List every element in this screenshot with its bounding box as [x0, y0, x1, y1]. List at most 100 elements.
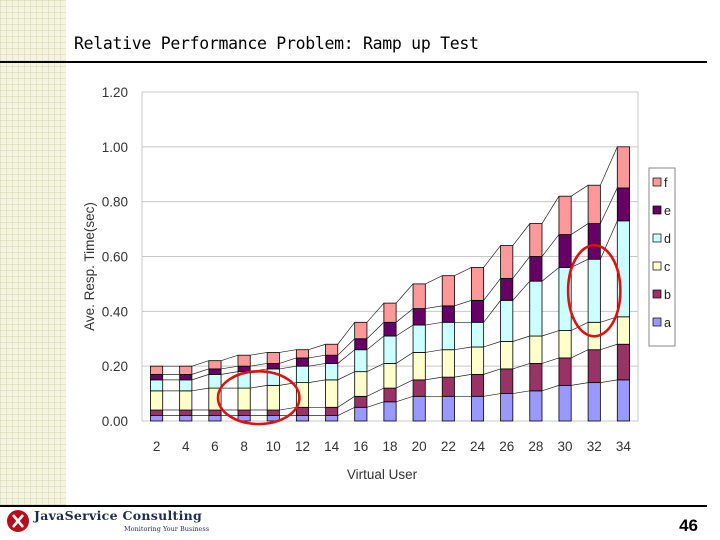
x-tick-label: 8	[240, 439, 248, 454]
series-connector-line	[250, 385, 268, 389]
x-tick-label: 34	[616, 439, 632, 454]
bar-segment-c	[412, 352, 426, 381]
series-connector-line	[425, 321, 443, 326]
bar-segment-a	[587, 382, 601, 422]
bar-segment-b	[208, 409, 222, 416]
bar-segment-f	[558, 195, 572, 235]
bar-segment-b	[354, 395, 368, 408]
legend-swatch-f	[652, 177, 662, 187]
legend-label-c: c	[664, 260, 670, 274]
bar-segment-e	[179, 373, 193, 381]
series-connector-line	[308, 343, 326, 351]
series-connector-line	[337, 338, 355, 356]
bar-segment-e	[266, 363, 280, 370]
series-connector-line	[425, 349, 443, 353]
bar-segment-a	[354, 406, 368, 422]
series-connector-line	[425, 275, 443, 285]
bar-segment-e	[500, 278, 514, 301]
series-connector-line	[483, 300, 501, 323]
bar-segment-f	[325, 343, 339, 356]
bar-segment-d	[441, 321, 455, 351]
series-connector-line	[279, 406, 297, 411]
series-connector-line	[600, 187, 618, 224]
logo-mark-icon	[7, 510, 29, 532]
bar-segment-d	[354, 349, 368, 373]
series-connector-line	[512, 256, 531, 279]
bar-segment-b	[587, 349, 601, 384]
series-connector-line	[600, 146, 618, 186]
bar-segment-b	[529, 363, 543, 392]
x-tick-label: 4	[182, 439, 190, 454]
highlight-ellipse	[566, 243, 622, 338]
series-connector-line	[425, 376, 443, 381]
bar-segment-f	[179, 365, 193, 375]
bar-segment-c	[529, 335, 543, 364]
bar-segment-a	[179, 415, 193, 422]
bar-segment-b	[295, 406, 309, 416]
series-connector-line	[337, 371, 355, 381]
bar-segment-d	[179, 379, 193, 392]
bar-segment-c	[354, 371, 368, 397]
legend-label-f: f	[664, 176, 668, 190]
x-tick-label: 28	[528, 439, 543, 454]
series-connector-line	[308, 363, 326, 367]
series-connector-line	[541, 385, 560, 392]
bar-segment-b	[500, 368, 514, 394]
bar-segment-d	[383, 335, 397, 364]
bar-segment-e	[150, 373, 164, 381]
page-number: 46	[679, 516, 698, 535]
series-connector-line	[395, 324, 414, 337]
bar-segment-d	[208, 373, 222, 389]
bar-segment-d	[587, 258, 601, 323]
bar-segment-b	[266, 409, 280, 416]
series-connector-line	[308, 379, 326, 383]
legend-swatch-e	[652, 205, 662, 215]
series-connector-line	[191, 360, 209, 367]
highlight-ellipse	[216, 370, 301, 426]
series-connector-line	[454, 267, 472, 277]
x-tick-label: 2	[153, 439, 161, 454]
series-connector-line	[366, 322, 385, 340]
bar-segment-c	[500, 341, 514, 370]
series-connector-line	[395, 308, 414, 323]
series-connector-line	[337, 406, 355, 416]
legend-label-a: a	[664, 316, 671, 330]
bar-segment-e	[208, 368, 222, 375]
y-tick-label: 0.20	[102, 359, 128, 374]
bar-segment-f	[383, 302, 397, 323]
series-connector-line	[220, 354, 239, 362]
bar-segment-e	[237, 365, 251, 373]
bar-segment-b	[179, 409, 193, 416]
bar-segment-b	[441, 376, 455, 397]
x-tick-label: 10	[266, 439, 281, 454]
bar-segment-d	[325, 363, 339, 381]
bar-segment-a	[529, 390, 543, 422]
bar-segment-d	[500, 299, 514, 342]
bar-segment-c	[179, 390, 193, 411]
series-connector-line	[600, 379, 618, 383]
x-tick-label: 22	[441, 439, 456, 454]
bar-segment-b	[383, 387, 397, 403]
bar-segment-a	[295, 415, 309, 422]
x-tick-label: 16	[353, 439, 368, 454]
x-tick-label: 20	[412, 439, 427, 454]
series-connector-line	[541, 267, 560, 282]
bar-segment-c	[266, 384, 280, 411]
series-connector-line	[512, 223, 531, 246]
series-connector-line	[454, 346, 472, 351]
bar-segment-f	[266, 352, 280, 364]
x-tick-label: 32	[587, 439, 602, 454]
series-connector-line	[366, 302, 385, 323]
series-connector-line	[483, 393, 501, 397]
legend-label-e: e	[664, 204, 671, 218]
y-tick-label: 1.00	[102, 140, 128, 155]
bar-segment-e	[587, 223, 601, 260]
series-connector-line	[279, 365, 297, 370]
bar-segment-a	[325, 415, 339, 422]
series-connector-line	[191, 387, 209, 392]
logo-name: JavaService Consulting	[34, 508, 203, 523]
decorative-grid-strip	[0, 0, 66, 505]
series-connector-line	[541, 357, 560, 364]
bar-segment-c	[441, 349, 455, 378]
series-connector-line	[454, 374, 472, 378]
